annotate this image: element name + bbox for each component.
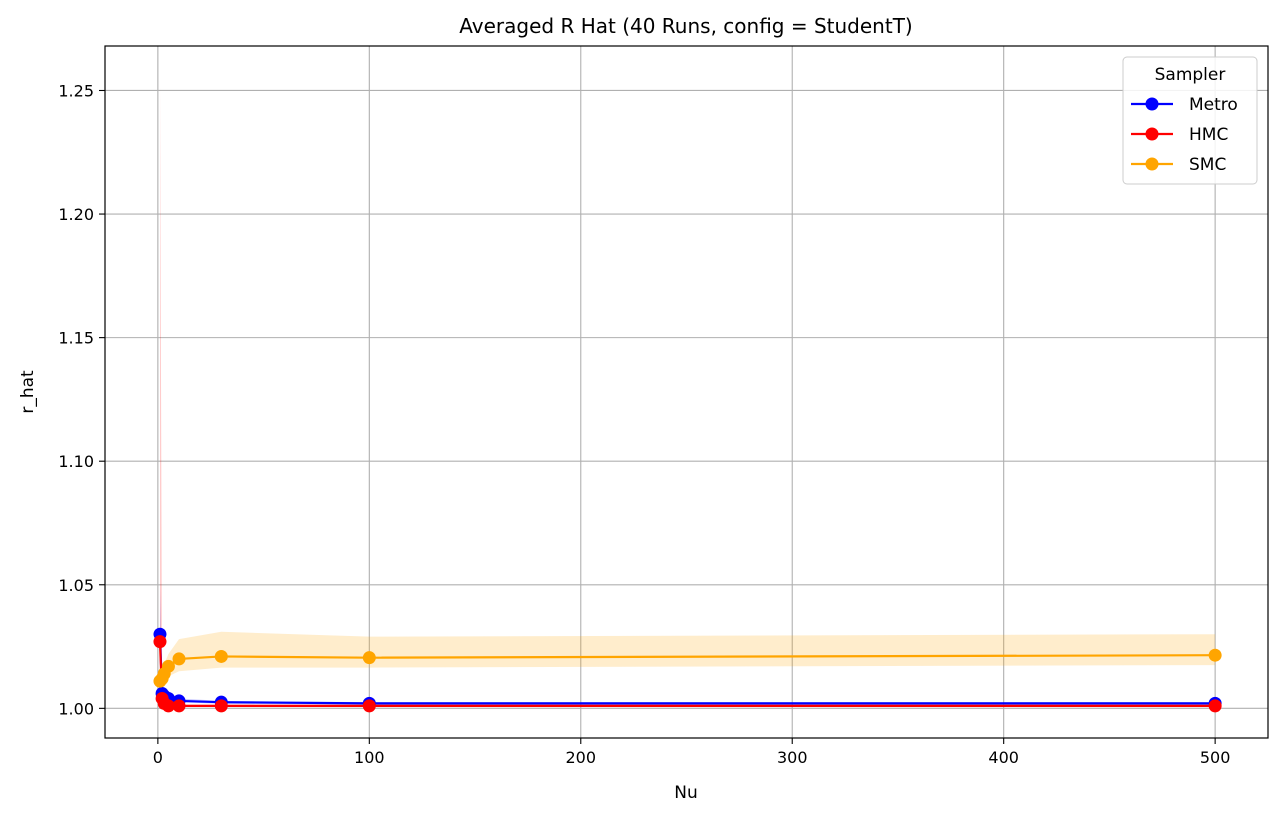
legend-item-metro: Metro	[1131, 95, 1238, 115]
hmc-point	[1208, 699, 1222, 713]
legend-label-metro: Metro	[1189, 95, 1238, 115]
hmc-point	[161, 699, 175, 713]
legend-marker-metro	[1145, 97, 1159, 111]
y-tick-label: 1.10	[58, 452, 94, 471]
hmc-point	[214, 699, 228, 713]
x-axis-label: Nu	[674, 783, 698, 803]
smc-band	[159, 631, 1216, 689]
legend-item-smc: SMC	[1131, 155, 1226, 175]
x-tick-label: 0	[153, 748, 163, 767]
legend-marker-smc	[1145, 157, 1159, 171]
legend-box	[1122, 56, 1258, 185]
hmc-point	[362, 699, 376, 713]
legend-marker-hmc	[1145, 127, 1159, 141]
legend-label-hmc: HMC	[1189, 125, 1228, 145]
y-tick-label: 1.00	[58, 699, 94, 718]
axis-ticks: 0 100 200 300 400 500 1.00 1.05 1.10 1.15 1.20 1.25	[58, 81, 1230, 767]
y-tick-label: 1.15	[58, 329, 94, 348]
smc-point	[172, 652, 186, 666]
smc-point	[1208, 648, 1222, 662]
y-tick-label: 1.20	[58, 205, 94, 224]
x-tick-label: 100	[354, 748, 385, 767]
x-tick-label: 300	[777, 748, 808, 767]
x-tick-label: 500	[1200, 748, 1231, 767]
y-tick-label: 1.05	[58, 576, 94, 595]
legend-item-hmc: HMC	[1131, 125, 1228, 145]
hmc-point	[172, 699, 186, 713]
chart-title: Averaged R Hat (40 Runs, config = Studen…	[459, 14, 912, 38]
legend-label-smc: SMC	[1189, 155, 1226, 175]
legend-title: Sampler	[1155, 65, 1226, 85]
hmc-point	[153, 635, 167, 649]
smc-point	[214, 649, 228, 663]
smc-point	[362, 651, 376, 665]
x-tick-label: 200	[565, 748, 596, 767]
series-points	[153, 627, 1222, 713]
x-tick-label: 400	[988, 748, 1019, 767]
y-axis-label: r_hat	[18, 370, 38, 414]
plot-frame	[104, 45, 1269, 739]
smc-point	[161, 659, 175, 673]
legend: Sampler Metro HMC SMC	[1122, 56, 1258, 185]
y-tick-label: 1.25	[58, 81, 94, 100]
confidence-bands	[159, 78, 1216, 709]
